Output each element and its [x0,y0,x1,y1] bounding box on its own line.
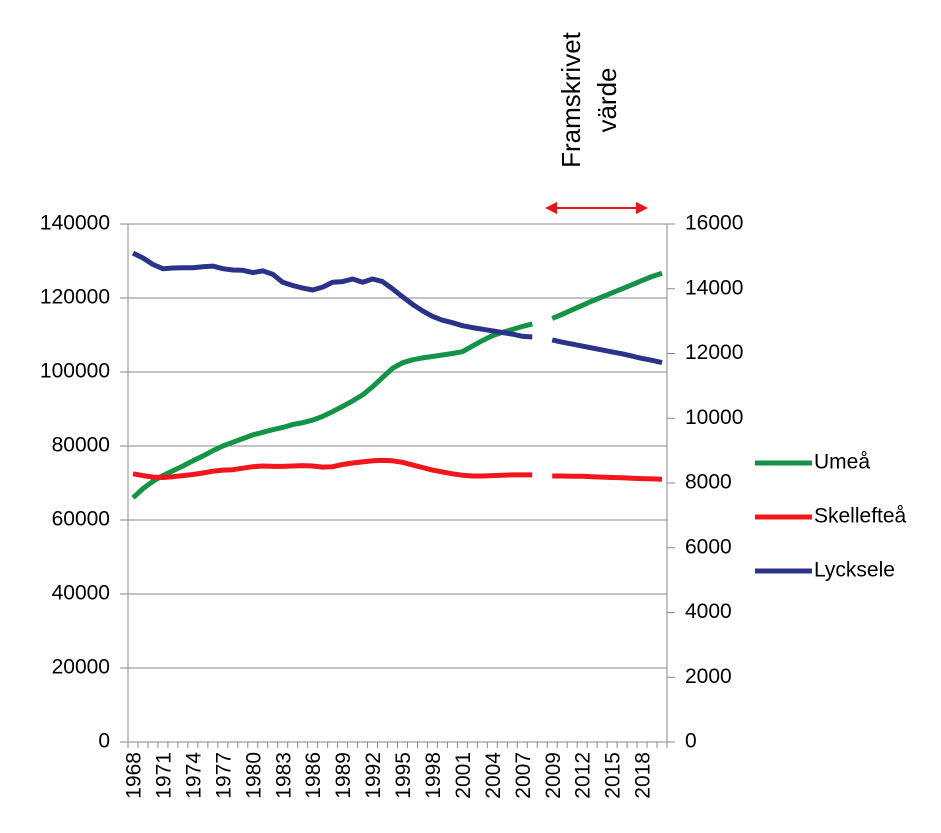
x-tick-label: 2015 [602,752,625,799]
series-line [131,250,663,366]
y2-tick-label: 14000 [685,276,743,299]
x-tick-label: 1992 [362,752,385,799]
x-tick-label: 1968 [123,752,146,799]
arrow-head [636,202,648,214]
y-tick-label: 100000 [40,360,110,383]
y-tick-label: 20000 [52,656,110,679]
series-line [132,457,663,482]
x-tick-label: 2009 [542,752,565,799]
y2-tick-label: 0 [685,730,697,753]
y-tick-label: 80000 [52,434,110,457]
legend-label: Skellefteå [814,505,907,528]
y-tick-label: 60000 [52,508,110,531]
y2-tick-label: 2000 [685,665,732,688]
series-line [131,270,663,500]
x-tick-label: 2007 [512,752,535,799]
x-tick-label: 2004 [482,752,505,799]
x-tick-label: 2001 [452,752,475,799]
x-tick-label: 1998 [422,752,445,799]
y2-tick-label: 10000 [685,406,743,429]
x-tick-label: 1989 [332,752,355,799]
y-tick-label: 120000 [40,286,110,309]
x-tick-label: 1974 [182,752,205,799]
y2-tick-label: 16000 [685,212,743,235]
x-tick-label: 1977 [212,752,235,799]
arrow-head [545,202,557,214]
x-tick-label: 1983 [272,752,295,799]
x-tick-label: 2018 [632,752,655,799]
y2-tick-label: 6000 [685,535,732,558]
x-tick-label: 1995 [392,752,415,799]
x-tick-label: 1986 [302,752,325,799]
x-tick-label: 1980 [242,752,265,799]
y-tick-label: 40000 [52,582,110,605]
y2-tick-label: 4000 [685,600,732,623]
legend-label: Lycksele [814,559,895,582]
x-tick-label: 1971 [152,752,175,799]
annotation-text: Framskrivet [556,31,586,168]
x-tick-label: 2012 [572,752,595,799]
y-tick-label: 140000 [40,212,110,235]
y-tick-label: 0 [98,730,110,753]
y2-tick-label: 8000 [685,471,732,494]
legend-label: Umeå [814,451,870,474]
y2-tick-label: 12000 [685,341,743,364]
annotation-text: värde [592,67,622,132]
